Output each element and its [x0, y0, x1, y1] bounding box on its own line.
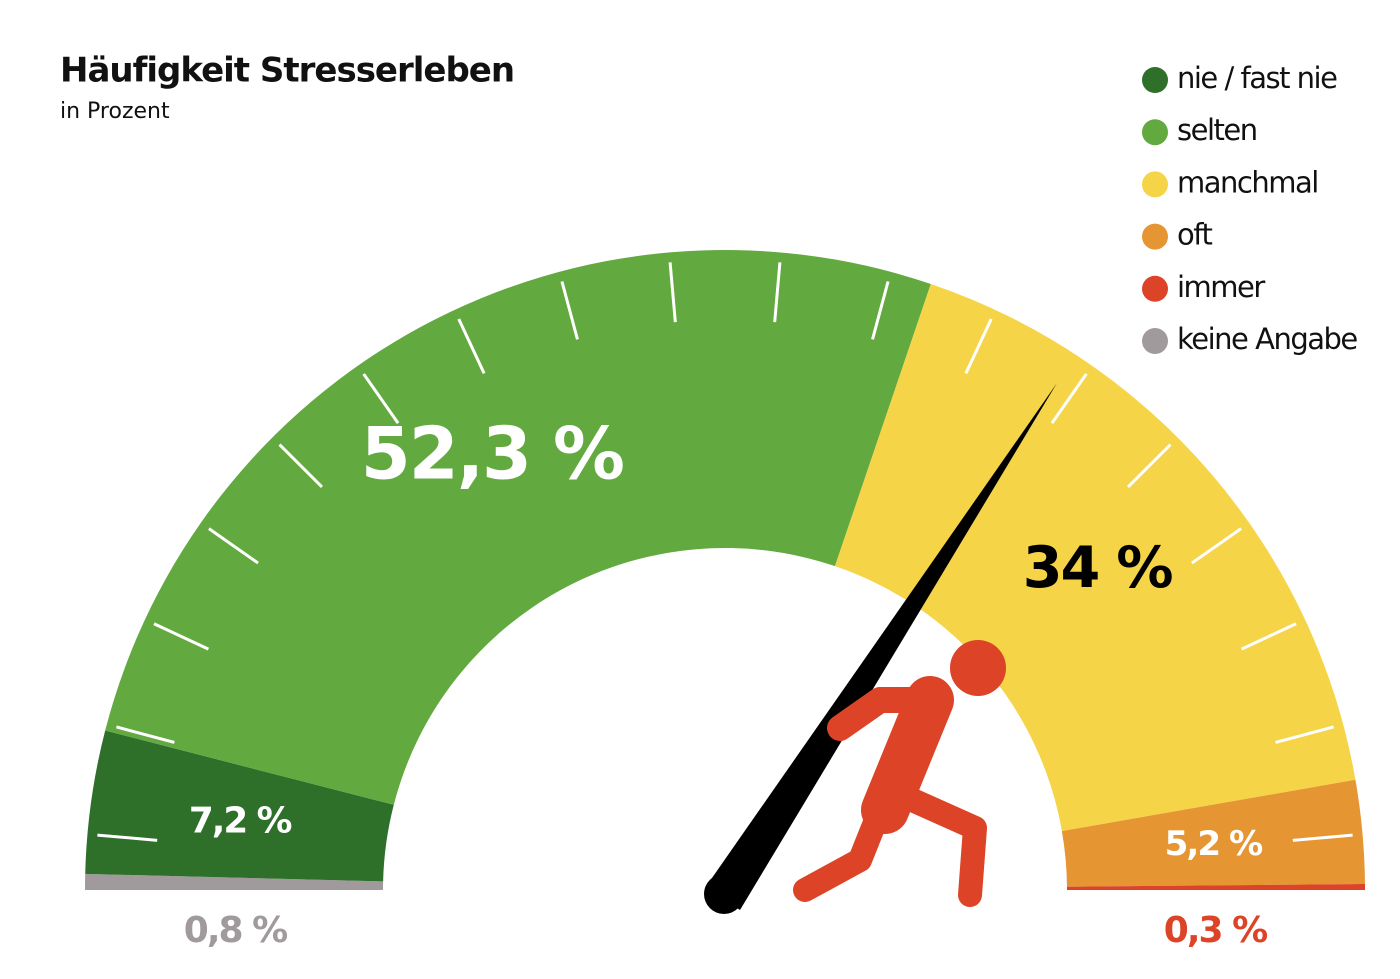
gauge-tick	[560, 281, 579, 340]
gauge-tick	[1050, 373, 1088, 424]
legend-label: oft	[1177, 218, 1212, 252]
gauge-tick	[1275, 725, 1334, 744]
gauge-segment	[1061, 779, 1365, 887]
legend-swatch	[1142, 119, 1168, 146]
gauge-tick	[773, 262, 782, 323]
value-label: 52,3 %	[361, 412, 623, 496]
gauge-tick	[362, 373, 400, 424]
value-label: 34 %	[1023, 535, 1172, 601]
gauge-tick	[153, 622, 210, 651]
value-label: 0,3 %	[1164, 910, 1267, 951]
gauge-tick	[964, 318, 993, 375]
gauge-segment	[85, 873, 384, 890]
stress-figure	[793, 640, 1006, 907]
gauge-segment	[834, 283, 1356, 832]
gauge-tick	[278, 443, 324, 489]
gauge-segment	[85, 730, 394, 882]
gauge-tick	[668, 262, 677, 323]
chart-subtitle: in Prozent	[60, 99, 170, 124]
legend-swatch	[1142, 328, 1168, 354]
gauge-tick	[1126, 443, 1172, 489]
gauge-tick	[871, 281, 890, 340]
legend-swatch	[1142, 223, 1168, 250]
chart-title: Häufigkeit Stresserleben	[60, 51, 514, 91]
gauge-ticks	[97, 262, 1353, 842]
gauge	[85, 250, 1365, 890]
gauge-tick	[1292, 833, 1353, 842]
value-label: 5,2 %	[1165, 824, 1263, 864]
gauge-segment	[1066, 883, 1365, 890]
gauge-tick	[1240, 622, 1297, 651]
needle-hub	[704, 874, 744, 914]
needle	[705, 383, 1057, 910]
legend-swatch	[1142, 67, 1168, 93]
gauge-tick	[1191, 527, 1242, 565]
legend-label: selten	[1177, 113, 1257, 147]
gauge-tick	[116, 725, 175, 744]
value-label: 0,8 %	[184, 910, 287, 951]
legend-swatch	[1142, 171, 1168, 198]
legend-label: immer	[1177, 270, 1265, 304]
gauge-tick	[97, 833, 158, 842]
legend-swatch	[1142, 275, 1168, 302]
legend: nie / fast nie selten manchmal oft immer kein…	[1142, 61, 1359, 356]
legend-label: nie / fast nie	[1177, 61, 1337, 95]
value-label: 7,2 %	[189, 800, 292, 841]
legend-label: manchmal	[1177, 165, 1318, 199]
legend-label: keine Angabe	[1177, 322, 1357, 356]
gauge-segment	[105, 250, 931, 805]
gauge-tick	[457, 318, 486, 375]
gauge-tick	[208, 527, 259, 565]
